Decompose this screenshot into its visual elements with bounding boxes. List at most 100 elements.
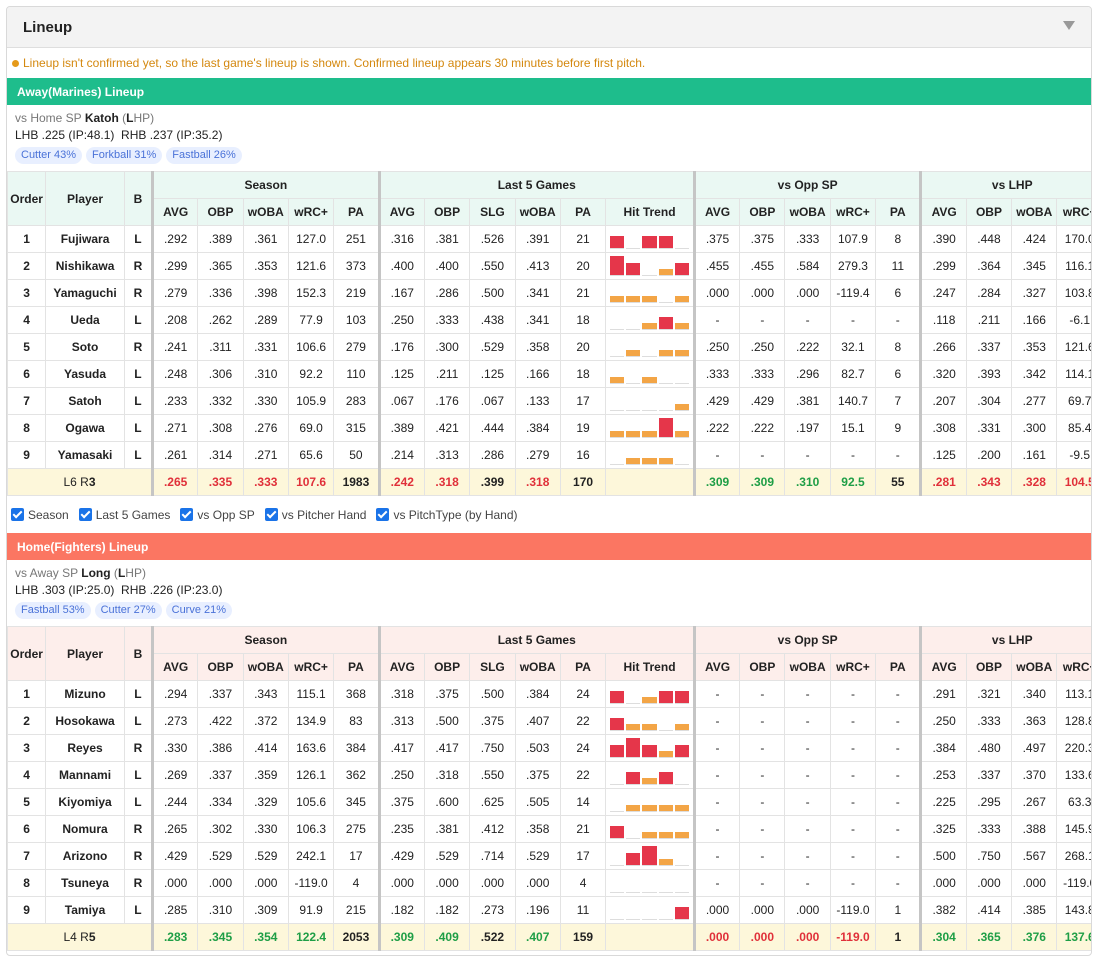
table-row[interactable]: 8 Ogawa L .271.308.276 69.0 315.389.421.444.3… [7,414,1091,442]
hit-trend-bar [642,235,657,248]
player-name[interactable]: Yamasaki [45,441,125,469]
table-row[interactable]: 5 Kiyomiya L .244.334.329 105.6 345.375.600.6… [7,788,1091,816]
hit-trend-slot [610,445,625,465]
season-stat: .269 [150,761,199,789]
vs-opp-sp-stat: .222 [739,414,786,442]
total-hit-trend [605,468,695,496]
sp-splits: LHB .303 (IP:25.0) RHB .226 (IP:23.0) [15,583,223,597]
player-name[interactable]: Ueda [45,306,125,334]
hit-trend-bars [610,364,689,384]
table-row[interactable]: 3 Reyes R .330.386.414 163.6 384.417.417.750.… [7,734,1091,762]
checkbox-checked-icon[interactable] [264,508,278,521]
toggle-last-5-games[interactable]: Last 5 Games [78,508,170,522]
batting-order: 6 [7,360,47,388]
hit-trend-slot [642,364,657,384]
player-name[interactable]: Nomura [45,815,125,843]
table-row[interactable]: 8 Tsuneya R .000.000.000 -119.0 4.000.000.000… [7,869,1091,897]
table-row[interactable]: 9 Yamasaki L .261.314.271 65.6 50.214.313.286… [7,441,1091,469]
player-name[interactable]: Yamaguchi [45,279,125,307]
vs-hand-stat: .750 [965,842,1013,870]
player-name[interactable]: Yasuda [45,360,125,388]
season-stat: 121.6 [287,252,335,280]
player-name[interactable]: Soto [45,333,125,361]
table-row[interactable]: 3 Yamaguchi R .279.336.398 152.3 219.167.286.… [7,279,1091,307]
hit-trend-slot [626,765,641,785]
vs-hand-stat: 268.1 [1056,842,1091,870]
table-row[interactable]: 4 Mannami L .269.337.359 126.1 362.250.318.55… [7,761,1091,789]
batting-order: 2 [7,252,47,280]
total-vs-hand-stat: .365 [965,923,1013,951]
table-row[interactable]: 6 Nomura R .265.302.330 106.3 275.235.381.412… [7,815,1091,843]
player-name[interactable]: Reyes [45,734,125,762]
table-row[interactable]: 6 Yasuda L .248.306.310 92.2 110.125.211.125.… [7,360,1091,388]
table-row[interactable]: 1 Fujiwara L .292.389.361 127.0 251.316.381.5… [7,225,1091,253]
player-name[interactable]: Nishikawa [45,252,125,280]
player-name[interactable]: Tsuneya [45,869,125,897]
checkbox-checked-icon[interactable] [180,508,194,521]
toggle-vs-opp-sp[interactable]: vs Opp SP [180,508,255,522]
toggle-season[interactable]: Season [11,508,69,522]
player-name[interactable]: Ogawa [45,414,125,442]
vs-opp-sp-stat: - [829,441,877,469]
last5-col-avg: AVG [377,198,425,226]
collapse-caret-icon[interactable] [1063,21,1075,30]
hit-trend-bar [610,296,625,302]
vs-opp-sp-stat: .296 [784,360,831,388]
player-name[interactable]: Kiyomiya [45,788,125,816]
checkbox-checked-icon[interactable] [11,508,24,521]
last5-stat: .391 [514,225,561,253]
player-name[interactable]: Mannami [45,761,125,789]
sp-name[interactable]: Katoh [84,111,119,125]
table-row[interactable]: 9 Tamiya L .285.310.309 91.9 215.182.182.273.… [7,896,1091,924]
total-vs-opp-sp-stat: 1 [875,923,922,951]
hit-trend-bars [610,900,689,920]
vs-hand-stat: 113.1 [1056,680,1091,708]
checkbox-checked-icon[interactable] [78,508,92,521]
table-row[interactable]: 5 Soto R .241.311.331 106.6 279.176.300.529.3… [7,333,1091,361]
opp-col-pa: PA [875,198,922,226]
last5-stat: 18 [559,360,607,388]
sp-prefix: vs Home SP [15,111,85,125]
season-stat: .359 [242,761,289,789]
table-row[interactable]: 2 Nishikawa R .299.365.353 121.6 373.400.400.… [7,252,1091,280]
bats-hand: R [123,279,154,307]
season-col-wrc-: wRC+ [287,198,335,226]
toggle-vs-pitchtype-by-hand[interactable]: vs PitchType (by Hand) [376,508,518,522]
hit-trend-chart [605,306,695,334]
player-name[interactable]: Mizuno [45,680,125,708]
batting-order: 1 [7,680,47,708]
vs-opp-sp-stat: .584 [784,252,831,280]
hit-trend-slot [642,256,657,276]
table-row[interactable]: 4 Ueda L .208.262.289 77.9 103.250.333.438.34… [7,306,1091,334]
batting-order: 2 [7,707,47,735]
last5-stat: .176 [377,333,425,361]
vs-hand-stat: 133.6 [1056,761,1091,789]
player-name[interactable]: Tamiya [45,896,125,924]
player-name[interactable]: Fujiwara [45,225,125,253]
last5-col-woba: wOBA [514,653,561,681]
total-season-stat: .333 [242,468,289,496]
panel-header[interactable]: Lineup [7,7,1091,48]
table-row[interactable]: 7 Arizono R .429.529.529 242.1 17.429.529.714… [7,842,1091,870]
player-name[interactable]: Hosokawa [45,707,125,735]
table-row[interactable]: 2 Hosokawa L .273.422.372 134.9 83.313.500.37… [7,707,1091,735]
checkbox-checked-icon[interactable] [376,508,390,521]
sp-name[interactable]: Long [81,566,111,580]
player-name[interactable]: Satoh [45,387,125,415]
vs-opp-sp-stat: - [875,815,922,843]
last5-stat: .125 [469,360,516,388]
vs-hand-stat: 114.1 [1056,360,1091,388]
hit-trend-bar [658,805,673,811]
handedness-count: L6 R3 [7,468,153,496]
hit-trend-bars [610,846,689,866]
hit-trend-bar [626,350,641,356]
hit-trend-chart [605,680,695,708]
vs-hand-stat: 63.3 [1056,788,1091,816]
vs-opp-sp-stat: - [784,441,831,469]
total-vs-opp-sp-stat: .000 [692,923,741,951]
table-row[interactable]: 7 Satoh L .233.332.330 105.9 283.067.176.067.… [7,387,1091,415]
table-row[interactable]: 1 Mizuno L .294.337.343 115.1 368.318.375.500… [7,680,1091,708]
toggle-vs-pitcher-hand[interactable]: vs Pitcher Hand [264,508,366,522]
player-name[interactable]: Arizono [45,842,125,870]
vs-hand-stat: .327 [1011,279,1058,307]
